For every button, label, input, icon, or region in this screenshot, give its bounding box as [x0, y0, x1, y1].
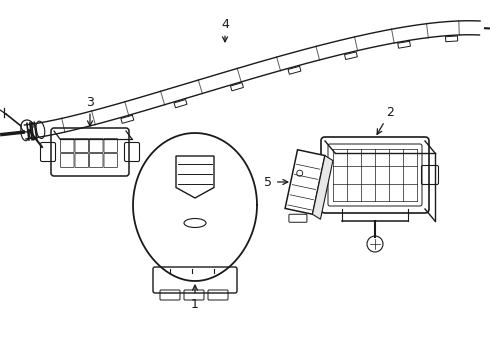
- Polygon shape: [288, 66, 301, 74]
- Polygon shape: [285, 150, 325, 214]
- FancyBboxPatch shape: [321, 137, 429, 213]
- Polygon shape: [73, 129, 86, 136]
- Text: 4: 4: [221, 18, 229, 42]
- Circle shape: [21, 120, 33, 132]
- Text: 3: 3: [86, 95, 94, 126]
- FancyBboxPatch shape: [51, 128, 129, 176]
- Polygon shape: [398, 41, 411, 48]
- Polygon shape: [445, 36, 458, 42]
- Text: 1: 1: [191, 285, 199, 311]
- Polygon shape: [344, 52, 357, 59]
- Polygon shape: [313, 156, 333, 219]
- Polygon shape: [174, 99, 187, 108]
- Circle shape: [367, 236, 383, 252]
- Text: 2: 2: [377, 105, 394, 134]
- Text: 5: 5: [264, 176, 288, 189]
- Polygon shape: [121, 115, 134, 123]
- Polygon shape: [230, 83, 244, 91]
